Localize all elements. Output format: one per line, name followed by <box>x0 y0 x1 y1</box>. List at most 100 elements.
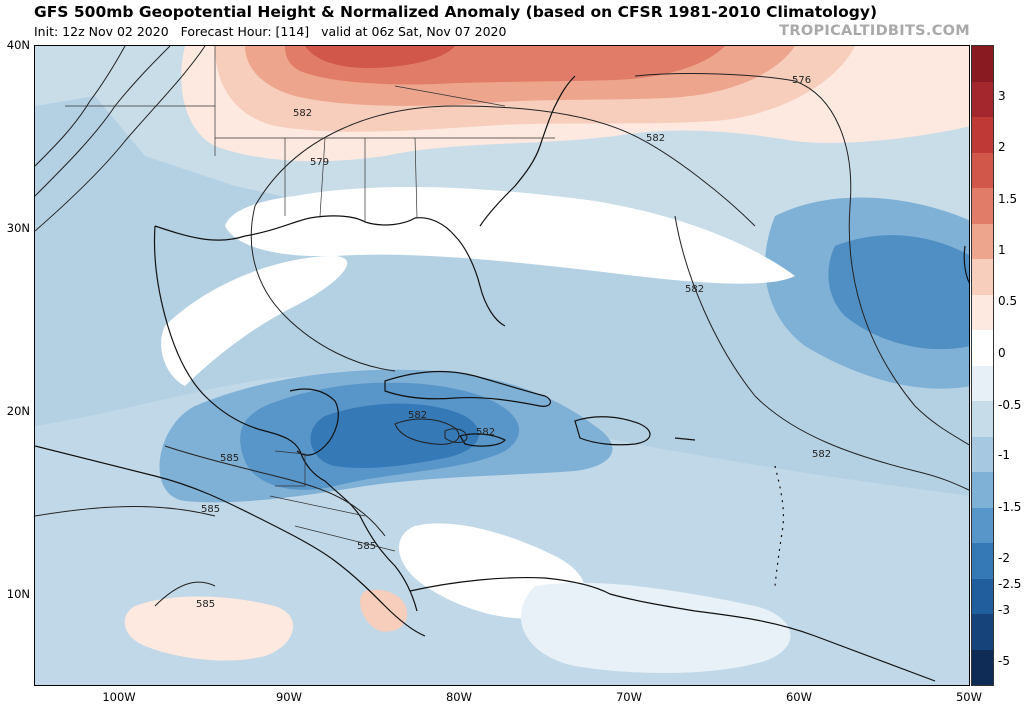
colorbar-segment <box>972 81 993 117</box>
contour-label-576: 576 <box>792 75 811 86</box>
colorbar-label-1: 1 <box>998 243 1006 257</box>
border-5 <box>319 137 326 217</box>
colorbar-segment <box>972 507 993 543</box>
colorbar-label-neg-0-5: -0.5 <box>998 398 1022 412</box>
positive-anomaly-2 <box>305 46 455 69</box>
contour-582-caribbean <box>394 418 460 445</box>
caribbean-anomaly-inner <box>310 403 479 469</box>
colorbar-segment <box>972 649 993 685</box>
map-canvas: 576 582 582 579 582 582 582 582 585 585 … <box>35 46 969 685</box>
colorbar-segment <box>972 117 993 153</box>
colorbar-label-neg-2-5: -2.5 <box>998 577 1022 591</box>
colorbar-segment <box>972 152 993 188</box>
honduras-border <box>269 495 366 517</box>
contour-label-579: 579 <box>310 157 329 168</box>
forecast-hour: Forecast Hour: [114] <box>180 24 310 39</box>
south-america-north-coast <box>409 576 936 682</box>
yucatan <box>289 388 339 456</box>
contour-label-585-d: 585 <box>196 599 215 610</box>
central-america-west <box>35 445 426 637</box>
contour-label-582-a: 582 <box>293 108 312 119</box>
contour-label-582-c: 582 <box>685 284 704 295</box>
contour-west-3 <box>35 46 126 167</box>
contour-label-582-b: 582 <box>646 133 665 144</box>
positive-pacific-patch <box>124 596 294 661</box>
map-subtitle: Init: 12z Nov 02 2020 Forecast Hour: [11… <box>34 24 506 39</box>
lat-label-40n: 40N <box>6 38 30 52</box>
contour-582-low <box>444 428 468 443</box>
lon-label-60w: 60W <box>785 690 813 704</box>
valid-time: valid at 06z Sat, Nov 07 2020 <box>321 24 507 39</box>
colorbar-label-0-5: 0.5 <box>998 294 1018 308</box>
height-contours <box>35 46 969 607</box>
belize-guatemala <box>274 450 306 487</box>
contour-label-585-c: 585 <box>357 541 376 552</box>
map-title: GFS 500mb Geopotential Height & Normaliz… <box>34 3 878 21</box>
contour-label-582-e: 582 <box>476 427 495 438</box>
colorbar-label-2: 2 <box>998 140 1006 154</box>
colorbar-segment <box>972 365 993 401</box>
colorbar-segment <box>972 436 993 472</box>
puerto-rico <box>674 437 696 441</box>
contour-582-north <box>254 105 756 227</box>
coastlines <box>35 75 969 682</box>
lon-label-80w: 80W <box>445 690 473 704</box>
colorbar-segment <box>972 578 993 614</box>
colorbar-label-neg-1: -1 <box>998 448 1010 462</box>
east-edge-coast <box>963 245 969 284</box>
contour-label-585-b: 585 <box>201 504 220 515</box>
colorbar-label-neg-5: -5 <box>998 654 1010 668</box>
gulf-coast-us <box>154 215 506 327</box>
border-8 <box>394 85 506 107</box>
neutral-band-gulf <box>161 256 348 386</box>
anomaly-map: 576 582 582 579 582 582 582 582 585 585 … <box>34 45 970 686</box>
nicaragua-border <box>294 525 396 552</box>
lat-label-20n: 20N <box>6 404 30 418</box>
neutral-south-america <box>520 582 791 673</box>
lon-label-70w: 70W <box>615 690 643 704</box>
colorbar-label-0: 0 <box>998 346 1006 360</box>
contour-label-582-f: 582 <box>812 449 831 460</box>
mexico-gulf-coast <box>153 225 301 452</box>
colorbar-label-1-5: 1.5 <box>998 192 1018 206</box>
colorbar-segment <box>972 330 993 366</box>
contour-582-atlantic <box>674 215 969 491</box>
contour-west-1 <box>35 46 206 232</box>
colorbar-segment <box>972 472 993 508</box>
colorbar-segment <box>972 188 993 224</box>
cuba <box>384 370 552 407</box>
contour-585-b <box>35 506 216 517</box>
init-time: Init: 12z Nov 02 2020 <box>34 24 169 39</box>
atlantic-coast-us <box>479 75 576 227</box>
border-7 <box>414 137 418 219</box>
contour-579 <box>250 205 396 372</box>
colorbar-label-neg-3: -3 <box>998 603 1010 617</box>
colorbar-segment <box>972 543 993 579</box>
lon-label-90w: 90W <box>275 690 303 704</box>
colorbar-segment <box>972 614 993 650</box>
central-america-east <box>299 450 418 612</box>
colorbar-segment <box>972 46 993 82</box>
colorbar-label-neg-1-5: -1.5 <box>998 500 1022 514</box>
anomaly-colorbar <box>971 45 994 686</box>
lat-label-30n: 30N <box>6 221 30 235</box>
colorbar-segment <box>972 294 993 330</box>
contour-576 <box>634 73 969 446</box>
lat-label-10n: 10N <box>6 587 30 601</box>
hispaniola <box>574 416 651 446</box>
colorbar-label-3: 3 <box>998 89 1006 103</box>
lon-label-100w: 100W <box>102 690 136 704</box>
contour-585-a <box>164 445 386 537</box>
lon-label-50w: 50W <box>955 690 983 704</box>
colorbar-segment <box>972 223 993 259</box>
brand-watermark: TROPICALTIDBITS.COM <box>779 23 970 39</box>
neutral-band-north <box>225 186 795 284</box>
colorbar-segment <box>972 401 993 437</box>
jamaica <box>459 433 506 447</box>
contour-585-c <box>154 581 216 607</box>
colorbar-label-neg-2: -2 <box>998 551 1010 565</box>
positive-central-america-patch <box>360 589 408 632</box>
contour-label-582-d: 582 <box>408 410 427 421</box>
contour-label-585-a: 585 <box>220 453 239 464</box>
colorbar-segment <box>972 259 993 295</box>
